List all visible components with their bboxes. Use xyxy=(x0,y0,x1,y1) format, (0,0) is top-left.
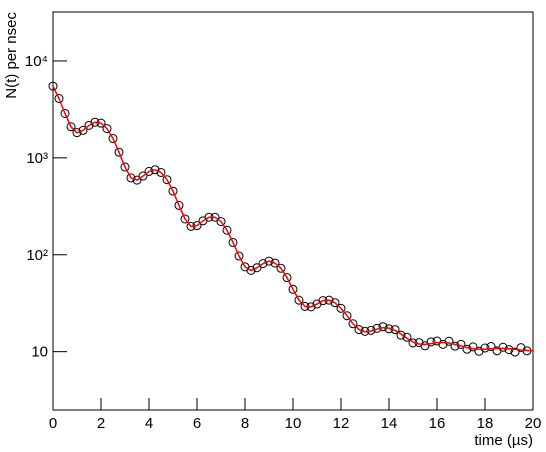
data-point xyxy=(342,311,352,321)
y-tick-label: 10⁴ xyxy=(25,53,48,70)
data-point xyxy=(468,342,478,352)
data-point xyxy=(54,94,64,104)
data-point xyxy=(486,342,496,352)
x-tick-label: 12 xyxy=(333,415,350,432)
x-tick-label: 16 xyxy=(429,415,446,432)
data-point xyxy=(426,337,436,347)
y-tick-label: 10² xyxy=(26,247,48,264)
x-tick-label: 18 xyxy=(477,415,494,432)
data-point xyxy=(162,175,172,185)
data-point xyxy=(144,166,154,176)
fit-line xyxy=(52,85,534,352)
data-point xyxy=(108,134,118,144)
data-point xyxy=(234,251,244,261)
data-point xyxy=(336,303,346,313)
data-point xyxy=(498,342,508,352)
data-point xyxy=(228,237,238,247)
x-axis-label: time (µs) xyxy=(474,432,533,449)
data-point xyxy=(348,319,358,329)
data-point xyxy=(72,128,82,138)
data-point xyxy=(402,332,412,342)
data-point xyxy=(180,214,190,224)
data-point xyxy=(156,167,166,177)
data-point xyxy=(444,336,454,346)
data-point xyxy=(276,263,286,273)
data-point xyxy=(438,339,448,349)
data-point xyxy=(102,124,112,134)
x-tick-label: 20 xyxy=(525,415,542,432)
data-point xyxy=(282,273,292,283)
data-point xyxy=(66,122,76,132)
data-point xyxy=(450,341,460,351)
data-point xyxy=(264,256,274,266)
data-point xyxy=(270,258,280,268)
x-tick-label: 8 xyxy=(241,415,249,432)
data-point xyxy=(258,259,268,269)
data-point xyxy=(378,322,388,332)
plot-frame xyxy=(52,11,534,411)
data-point xyxy=(174,200,184,210)
data-point xyxy=(246,265,256,275)
data-point xyxy=(60,108,70,118)
data-point xyxy=(126,173,136,183)
data-point xyxy=(150,165,160,175)
y-tick-label: 10 xyxy=(31,344,48,361)
data-point xyxy=(222,225,232,235)
data-point xyxy=(354,325,364,335)
x-tick-label: 4 xyxy=(145,415,153,432)
data-point xyxy=(252,263,262,273)
data-point xyxy=(138,171,148,181)
x-tick-label: 10 xyxy=(285,415,302,432)
y-axis-label: N(t) per nsec xyxy=(3,12,20,99)
x-tick-label: 14 xyxy=(381,415,398,432)
y-tick-label: 10³ xyxy=(26,150,48,167)
data-point xyxy=(114,147,124,157)
x-tick-label: 2 xyxy=(97,415,105,432)
data-point xyxy=(288,284,298,294)
data-point xyxy=(48,81,58,91)
data-point xyxy=(216,217,226,227)
data-point xyxy=(132,175,142,185)
data-point xyxy=(510,347,520,357)
data-point xyxy=(294,295,304,305)
x-tick-label: 0 xyxy=(49,415,57,432)
data-point xyxy=(78,125,88,135)
data-point xyxy=(396,330,406,340)
data-point xyxy=(120,162,130,172)
data-point xyxy=(462,344,472,354)
data-point xyxy=(168,186,178,196)
data-point xyxy=(480,343,490,353)
data-point xyxy=(330,298,340,308)
x-tick-label: 6 xyxy=(193,415,201,432)
